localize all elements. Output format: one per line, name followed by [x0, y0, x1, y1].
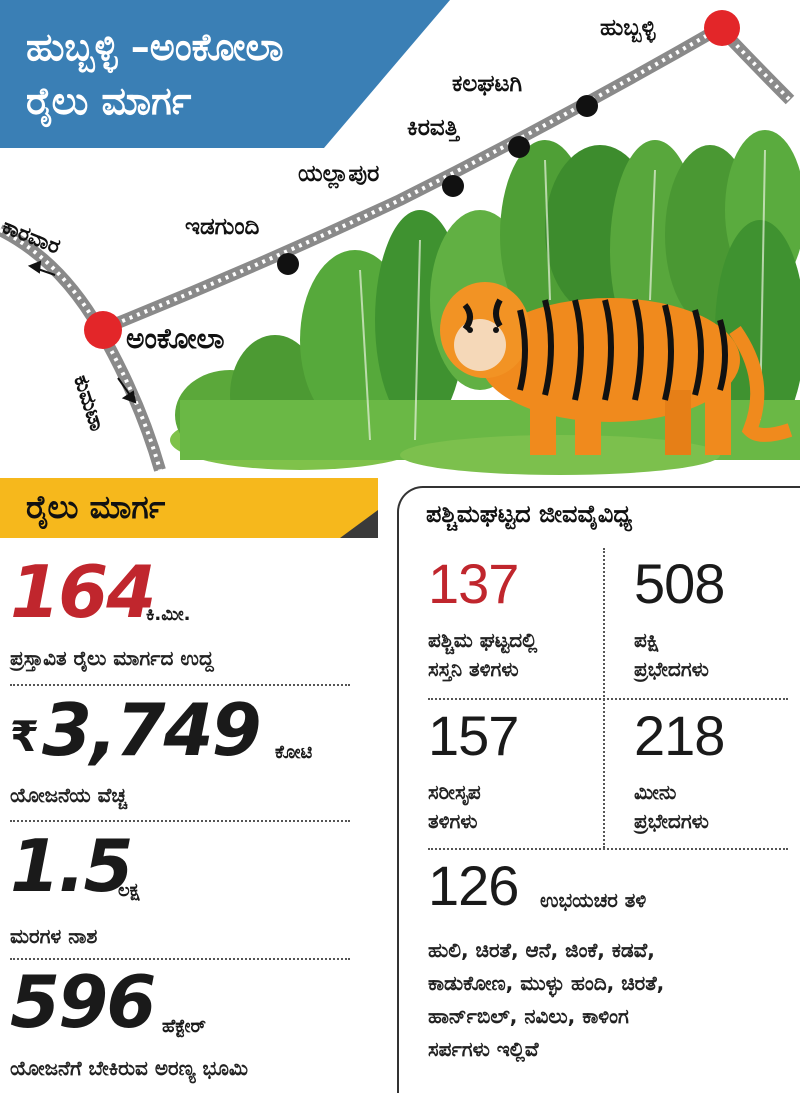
label-kiravatti: ಕಿರವತ್ತಿ: [407, 115, 459, 141]
stat-cost-unit: ಕೋಟಿ: [275, 742, 313, 763]
railway-header-bar: [0, 478, 378, 538]
stat-length-value: 164: [10, 550, 156, 634]
stat-forest-unit: ಹೆಕ್ಟೇರ್: [162, 1016, 206, 1037]
animals-line-2: ಕಾಡುಕೋಣ, ಮುಳ್ಳು ಹಂದಿ, ಚಿರತೆ,: [428, 971, 665, 995]
label-idagundi: ಇಡಗುಂದಿ: [185, 214, 260, 240]
bio-amphibians-desc: ಉಭಯಚರ ತಳಿ: [540, 888, 647, 912]
station-dot-idagundi: [277, 253, 299, 275]
label-kalaghatagi: ಕಲಘಟಗಿ: [452, 71, 523, 97]
bio-fish-value: 218: [634, 704, 725, 767]
title-line-1: ಹುಬ್ಬಳ್ಳಿ –ಅಂಕೋಲಾ: [26, 25, 284, 69]
bio-birds-desc-2: ಪ್ರಭೇದಗಳು: [634, 657, 709, 681]
stat-forest-desc: ಯೋಜನೆಗೆ ಬೇಕಿರುವ ಅರಣ್ಯ ಭೂಮಿ: [10, 1056, 249, 1080]
station-dot-hubballi: [704, 10, 740, 46]
stat-cost-prefix: ₹: [10, 712, 40, 761]
tiger-illustration: [440, 282, 793, 455]
stat-length-desc: ಪ್ರಸ್ತಾವಿತ ರೈಲು ಮಾರ್ಗದ ಉದ್ದ: [10, 646, 214, 670]
station-dot-yellapura: [442, 175, 464, 197]
bio-amphibians-value: 126: [428, 854, 519, 917]
label-hubballi: ಹುಬ್ಬಳ್ಳಿ: [600, 15, 656, 41]
animals-line-3: ಹಾರ್ನ್‌ಬಿಲ್‌, ನವಿಲು, ಕಾಳಿಂಗ: [428, 1004, 629, 1028]
stat-cost-value: 3,749: [42, 688, 262, 772]
title-line-2: ರೈಲು ಮಾರ್ಗ: [26, 79, 192, 123]
divider-2: [10, 820, 350, 822]
bio-reptiles-value: 157: [428, 704, 519, 767]
stat-cost-desc: ಯೋಜನೆಯ ವೆಚ್ಚ: [10, 783, 127, 807]
bio-fish-desc-2: ಪ್ರಭೇದಗಳು: [634, 809, 709, 833]
bio-birds-desc-1: ಪಕ್ಷಿ: [634, 628, 660, 652]
bio-reptiles-desc-2: ತಳಿಗಳು: [428, 809, 478, 833]
animals-list: ಹುಲಿ, ಚಿರತೆ, ಆನೆ, ಜಿಂಕೆ, ಕಡವೆ, ಕಾಡುಕೋಣ, …: [428, 934, 788, 1066]
label-yellapura: ಯಲ್ಲಾಪುರ: [298, 161, 380, 187]
animals-line-4: ಸರ್ಪಗಳು ಇಲ್ಲಿವೆ: [428, 1037, 539, 1061]
animals-line-1: ಹುಲಿ, ಚಿರತೆ, ಆನೆ, ಜಿಂಕೆ, ಕಡವೆ,: [428, 938, 655, 962]
station-dot-ankola: [84, 311, 122, 349]
divider-bio-1: [428, 698, 788, 700]
bio-mammals-desc-1: ಪಶ್ಚಿಮ ಘಟ್ಟದಲ್ಲಿ: [428, 628, 538, 652]
stat-trees-desc: ಮರಗಳ ನಾಶ: [10, 924, 98, 948]
stat-trees-value: 1.5: [10, 824, 134, 908]
bio-mammals-desc-2: ಸಸ್ತನಿ ತಳಿಗಳು: [428, 657, 519, 681]
stat-forest-value: 596: [10, 960, 156, 1044]
biodiversity-title: ಪಶ್ಚಿಮಘಟ್ಟದ ಜೀವವೈವಿಧ್ಯ: [426, 500, 633, 528]
bio-birds-value: 508: [634, 552, 725, 615]
bio-reptiles-desc-1: ಸರೀಸೃಪ: [428, 780, 481, 804]
stat-length-unit: ಕಿ.ಮೀ.: [146, 604, 191, 625]
stat-trees-unit: ಲಕ್ಷ: [118, 880, 140, 901]
biodiversity-panel: [397, 486, 800, 1093]
divider-1: [10, 684, 350, 686]
railway-header-title: ರೈಲು ಮಾರ್ಗ: [26, 488, 166, 526]
forest-illustration: [170, 130, 800, 475]
bio-fish-desc-1: ಮೀನು: [634, 780, 677, 804]
station-dot-kalaghatagi: [576, 95, 598, 117]
bio-mammals-value: 137: [428, 552, 519, 615]
divider-3: [10, 958, 350, 960]
route-map: [0, 10, 800, 475]
label-ankola: ಅಂಕೋಲಾ: [126, 322, 225, 355]
divider-bio-2: [428, 848, 788, 850]
station-dot-kiravatti: [508, 136, 530, 158]
